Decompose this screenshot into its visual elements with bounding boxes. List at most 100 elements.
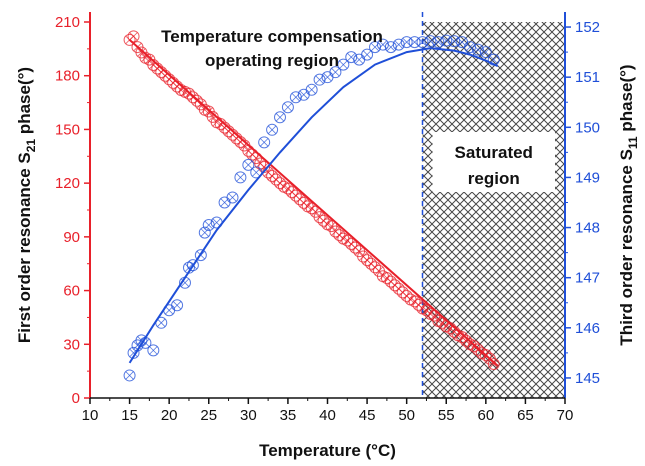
data-point-circle <box>270 173 283 186</box>
data-point-circle <box>305 202 318 215</box>
data-point-circle <box>392 282 405 295</box>
data-point-circle <box>432 36 445 49</box>
data-point-circle <box>479 46 492 59</box>
compensation-annotation-line1: Temperature compensation <box>161 27 383 46</box>
data-point <box>289 91 302 104</box>
data-point <box>337 58 350 71</box>
data-point-circle <box>266 123 279 136</box>
data-point-cross <box>489 359 498 369</box>
data-point-circle <box>258 136 271 149</box>
data-point-circle <box>329 66 342 79</box>
data-point-cross <box>149 346 158 355</box>
data-point-cross <box>260 138 269 147</box>
data-point-cross <box>145 55 154 64</box>
data-point-circle <box>440 34 453 47</box>
data-point-circle <box>400 36 413 49</box>
data-point-circle <box>226 191 239 204</box>
data-point <box>171 299 184 312</box>
data-point-circle <box>274 111 286 124</box>
x-tick-label: 45 <box>359 407 376 424</box>
data-point-circle <box>349 241 362 254</box>
data-point-circle <box>341 234 354 247</box>
data-point-circle <box>281 101 294 114</box>
data-point-circle <box>194 249 207 262</box>
series-third-order-s11 <box>123 34 500 382</box>
left-y-tick-label: 180 <box>55 68 80 85</box>
data-point-circle <box>396 286 409 299</box>
right-y-tick-label: 149 <box>575 169 600 186</box>
data-point-cross <box>355 247 364 256</box>
data-point-circle <box>365 257 378 270</box>
data-point-cross <box>125 371 134 380</box>
x-tick-label: 10 <box>82 407 99 424</box>
data-point-circle <box>329 225 342 238</box>
right-y-tick-label: 151 <box>575 69 600 86</box>
right-y-tick-label: 147 <box>575 270 600 287</box>
data-point <box>258 136 271 149</box>
saturated-label-background <box>432 132 555 192</box>
left-y-tick-label: 90 <box>63 229 80 246</box>
data-point <box>487 357 500 370</box>
data-point-cross <box>339 60 348 69</box>
data-point-circle <box>361 48 374 61</box>
left-y-title-subscript: 21 <box>24 139 38 153</box>
data-point-cross <box>426 36 435 46</box>
data-point-cross <box>331 68 340 77</box>
data-point-circle <box>313 211 326 224</box>
data-point-circle <box>147 344 160 357</box>
left-y-ticks: 0 30 60 90 120 150 180 210 <box>55 14 90 407</box>
data-point-circle <box>250 166 263 179</box>
data-point-cross <box>208 112 217 122</box>
data-point-cross <box>339 234 348 243</box>
fit-line <box>128 47 499 364</box>
data-point-cross <box>228 193 237 202</box>
data-point-cross <box>129 32 138 41</box>
data-point <box>266 123 279 136</box>
data-point-circle <box>186 91 199 104</box>
data-point-cross <box>473 45 483 54</box>
data-point-cross <box>418 304 427 313</box>
left-y-tick-label: 30 <box>63 336 80 353</box>
data-point-circle <box>345 238 358 251</box>
left-y-tick-label: 0 <box>72 390 80 407</box>
data-point-cross <box>157 318 166 327</box>
left-y-tick-label: 210 <box>55 14 80 31</box>
data-point-cross <box>465 340 475 349</box>
data-point-cross <box>323 220 332 229</box>
x-tick-label: 30 <box>240 407 257 424</box>
data-point <box>345 51 358 64</box>
data-point <box>226 191 239 204</box>
data-point <box>384 41 397 54</box>
data-point-circle <box>190 94 203 107</box>
data-point-circle <box>305 83 318 96</box>
data-point-circle <box>123 369 136 382</box>
right-y-tick-label: 152 <box>575 19 600 36</box>
x-tick-label: 60 <box>477 407 494 424</box>
data-point-circle <box>487 357 500 370</box>
left-y-tick-label: 120 <box>55 175 80 192</box>
data-point <box>127 30 140 43</box>
right-y-title-subscript: 11 <box>626 136 640 149</box>
x-tick-label: 70 <box>557 407 574 424</box>
data-point-cross <box>204 107 213 116</box>
data-point-cross <box>252 168 261 177</box>
data-point-cross <box>279 182 289 191</box>
data-point-circle <box>337 58 350 71</box>
data-point-cross <box>137 48 146 57</box>
left-y-tick-label: 60 <box>63 283 80 300</box>
right-y-axis-title: Third order resonance S11 phase(°) <box>617 64 640 345</box>
data-point-cross <box>347 52 356 62</box>
data-point-cross <box>212 218 221 227</box>
data-point-cross <box>244 160 253 170</box>
data-point-cross <box>374 266 384 276</box>
data-point-cross <box>327 221 336 231</box>
data-point-circle <box>281 182 294 195</box>
data-point <box>361 48 374 61</box>
series-first-order-s21 <box>123 30 500 370</box>
data-point <box>329 66 342 79</box>
data-point-circle <box>293 193 306 206</box>
data-point-cross <box>236 173 245 182</box>
data-point-circle <box>289 189 302 202</box>
data-point-cross <box>465 42 475 52</box>
data-point-circle <box>361 254 374 267</box>
